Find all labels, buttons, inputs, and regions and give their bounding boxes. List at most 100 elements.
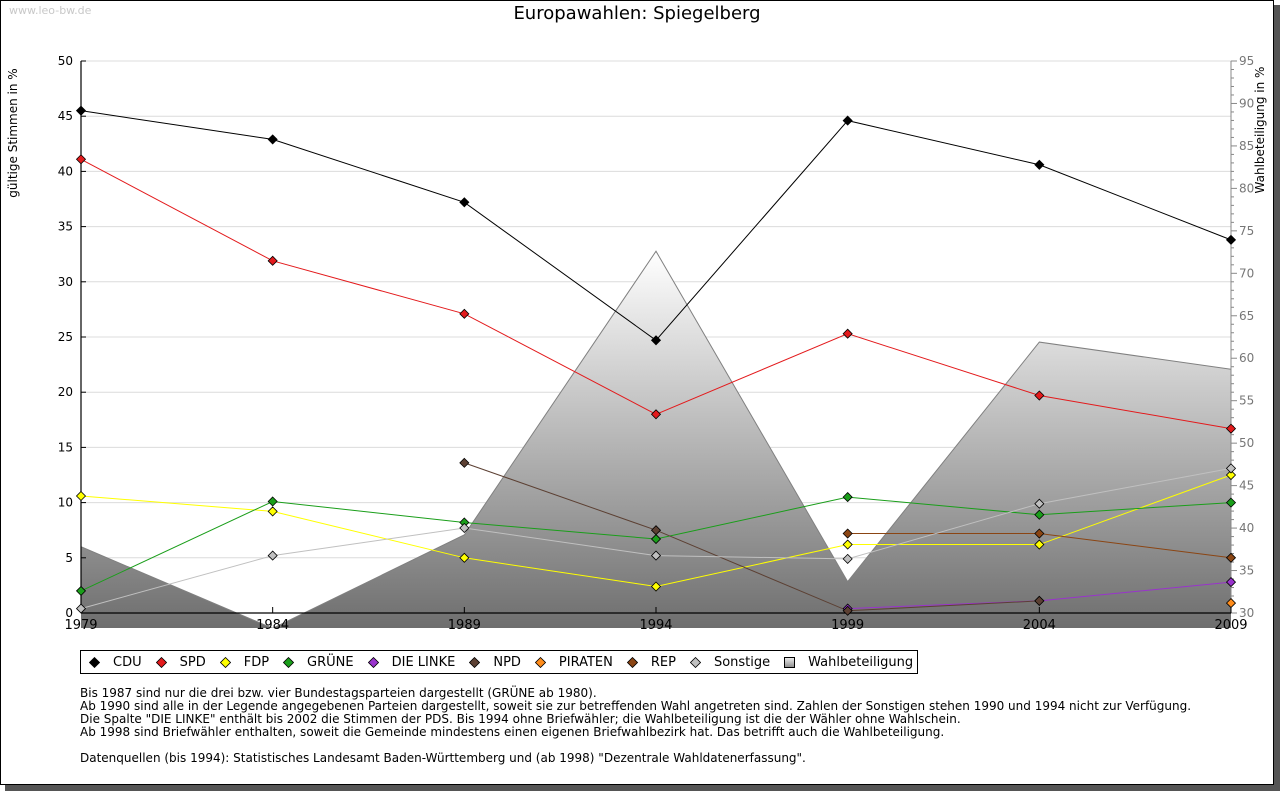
legend-label: PIRATEN [558, 654, 613, 670]
data-point-npd [1034, 595, 1045, 606]
data-point-cdu [459, 197, 470, 208]
y2-tick-label: 65 [1239, 309, 1254, 323]
legend-label: FDP [243, 654, 270, 670]
data-point-cdu [1034, 159, 1045, 170]
data-point-fdp [75, 490, 87, 502]
panel-shadow-bottom [5, 785, 1280, 791]
legend-item: CDU [89, 655, 142, 670]
y2-tick-label: 95 [1239, 54, 1254, 68]
series-markers [75, 105, 1237, 616]
data-point-piraten [1225, 597, 1237, 609]
y-axis-label: gültige Stimmen in % [6, 68, 20, 197]
watermark: www.leo-bw.de [9, 4, 92, 17]
legend-item: FDP [219, 654, 270, 670]
footnote-line: Datenquellen (bis 1994): Statistisches L… [80, 751, 806, 765]
data-point-fdp [1034, 539, 1045, 550]
panel-shadow-right [1274, 5, 1280, 791]
legend-diamond-icon [155, 656, 167, 668]
legend-label: DIE LINKE [391, 654, 456, 670]
data-point-grüne [75, 585, 87, 596]
data-point-rep [1225, 552, 1237, 563]
y-tick-label: 20 [58, 385, 73, 399]
y2-tick-label: 90 [1239, 96, 1254, 110]
data-point-npd [842, 605, 853, 616]
turnout-area-outline [81, 250, 1231, 628]
data-point-sonstige [75, 603, 87, 614]
legend-label: CDU [113, 654, 142, 670]
legend-item: GRÜNE [283, 655, 354, 670]
data-point-sonstige [1034, 498, 1045, 509]
y2-tick-label: 75 [1239, 224, 1254, 238]
y-tick-label: 35 [58, 220, 73, 234]
legend-label: NPD [493, 654, 521, 670]
series-line-npd [464, 462, 1040, 612]
data-point-spd [1034, 390, 1045, 401]
axes: 0 5 10 15 20 25 30 35 40 45 50 30 35 40 45 50 55 60 65 70 75… [58, 54, 1255, 633]
data-point-spd [459, 308, 470, 319]
x-tick-label: 2009 [1214, 618, 1247, 633]
data-point-fdp [650, 581, 662, 592]
legend-diamond-icon [689, 656, 701, 668]
legend-diamond-icon [534, 656, 546, 668]
y2-tick-label: 60 [1239, 351, 1254, 365]
data-point-cdu [75, 105, 87, 116]
legend-label: Sonstige [713, 654, 771, 670]
y2-tick-label: 35 [1239, 564, 1254, 578]
footnote-line: Ab 1990 sind alle in der Legende angegeb… [80, 699, 1192, 713]
data-point-fdp [267, 506, 278, 517]
footnote-line: Bis 1987 sind nur die drei bzw. vier Bun… [80, 686, 597, 700]
data-point-spd [650, 409, 662, 420]
y-tick-label: 15 [58, 440, 73, 454]
legend-diamond-icon [219, 656, 231, 668]
legend: CDU SPD FDP GRÜNE DIE LINKE NPD PIRATEN REP Sons… [80, 650, 919, 674]
data-point-sonstige [842, 553, 853, 564]
legend-diamond-icon [367, 656, 379, 668]
data-point-spd [842, 328, 853, 339]
x-tick-label: 2004 [1023, 618, 1056, 633]
y-tick-label: 5 [65, 551, 73, 565]
y2-tick-label: 70 [1239, 266, 1254, 280]
legend-square-icon [784, 656, 796, 668]
legend-label: GRÜNE [307, 654, 354, 670]
y2-tick-label: 30 [1239, 606, 1254, 620]
data-point-fdp [459, 552, 470, 563]
data-point-sonstige [650, 550, 662, 561]
y-tick-label: 30 [58, 275, 73, 289]
y2-tick-label: 50 [1239, 436, 1254, 450]
data-point-grüne [1225, 497, 1237, 508]
data-point-spd [1225, 423, 1237, 434]
data-point-cdu [1225, 234, 1237, 245]
y-tick-label: 45 [58, 109, 73, 123]
data-point-grüne [267, 496, 278, 507]
footnote-line: Die Spalte "DIE LINKE" enthält bis 2002 … [80, 712, 961, 726]
turnout-area [81, 251, 1231, 628]
legend-diamond-icon [283, 656, 295, 668]
data-point-spd [75, 154, 87, 165]
data-point-sonstige [267, 550, 278, 561]
data-point-grüne [650, 533, 662, 545]
y2-tick-label: 40 [1239, 521, 1254, 535]
legend-label: Wahlbeteiligung [808, 654, 914, 670]
data-point-sonstige [459, 522, 470, 534]
x-tick-label: 1999 [831, 618, 864, 633]
legend-item: Sonstige [689, 654, 771, 670]
y2-tick-label: 85 [1239, 139, 1254, 153]
data-point-npd [459, 457, 470, 468]
data-point-grüne [842, 492, 853, 503]
data-point-sonstige [1225, 463, 1237, 474]
legend-label: SPD [179, 654, 206, 670]
y2-axis-label: Wahlbeteiligung in % [1253, 67, 1267, 194]
legend-item: SPD [155, 654, 206, 670]
data-point-grüne [1034, 509, 1045, 520]
y-tick-label: 10 [58, 496, 73, 510]
x-tick-label: 1994 [639, 618, 672, 633]
y2-tick-label: 55 [1239, 394, 1254, 408]
legend-label: REP [650, 654, 676, 670]
legend-item: DIE LINKE [367, 654, 456, 670]
data-point-fdp [842, 539, 853, 550]
legend-diamond-icon [469, 656, 481, 668]
chart-title: Europawahlen: Spiegelberg [513, 3, 761, 24]
footnote-line: Ab 1998 sind Briefwähler enthalten, sowe… [80, 725, 945, 739]
data-point-rep [842, 528, 853, 539]
